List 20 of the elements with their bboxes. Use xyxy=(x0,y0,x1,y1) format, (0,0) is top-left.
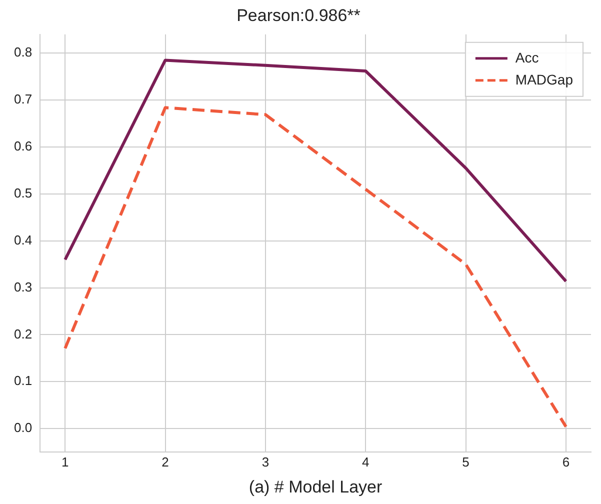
chart-title: Pearson:0.986** xyxy=(236,6,361,25)
y-tick-label: 0.7 xyxy=(14,92,32,107)
y-tick-label: 0.5 xyxy=(14,186,32,201)
line-series xyxy=(64,106,568,428)
y-tick-label: 0.4 xyxy=(14,232,32,248)
x-tick-label: 4 xyxy=(362,454,370,470)
y-tick-label: 0.1 xyxy=(14,373,32,388)
x-axis-title: (a) # Model Layer xyxy=(248,477,382,496)
x-tick-label: 2 xyxy=(162,454,169,470)
x-tick-label: 5 xyxy=(462,454,470,470)
y-tick-label: 0.8 xyxy=(14,44,32,60)
y-tick-label: 0.6 xyxy=(14,138,32,154)
legend-label: MADGap xyxy=(515,71,574,88)
y-tick-label: 0.2 xyxy=(14,326,32,342)
y-tick-label: 0.3 xyxy=(14,279,32,294)
x-tick-label: 1 xyxy=(61,454,69,470)
x-tick-label: 3 xyxy=(262,454,270,470)
legend-label: Acc xyxy=(515,49,539,66)
x-tick-label: 6 xyxy=(562,454,570,470)
y-tick-label: 0.0 xyxy=(14,420,32,436)
